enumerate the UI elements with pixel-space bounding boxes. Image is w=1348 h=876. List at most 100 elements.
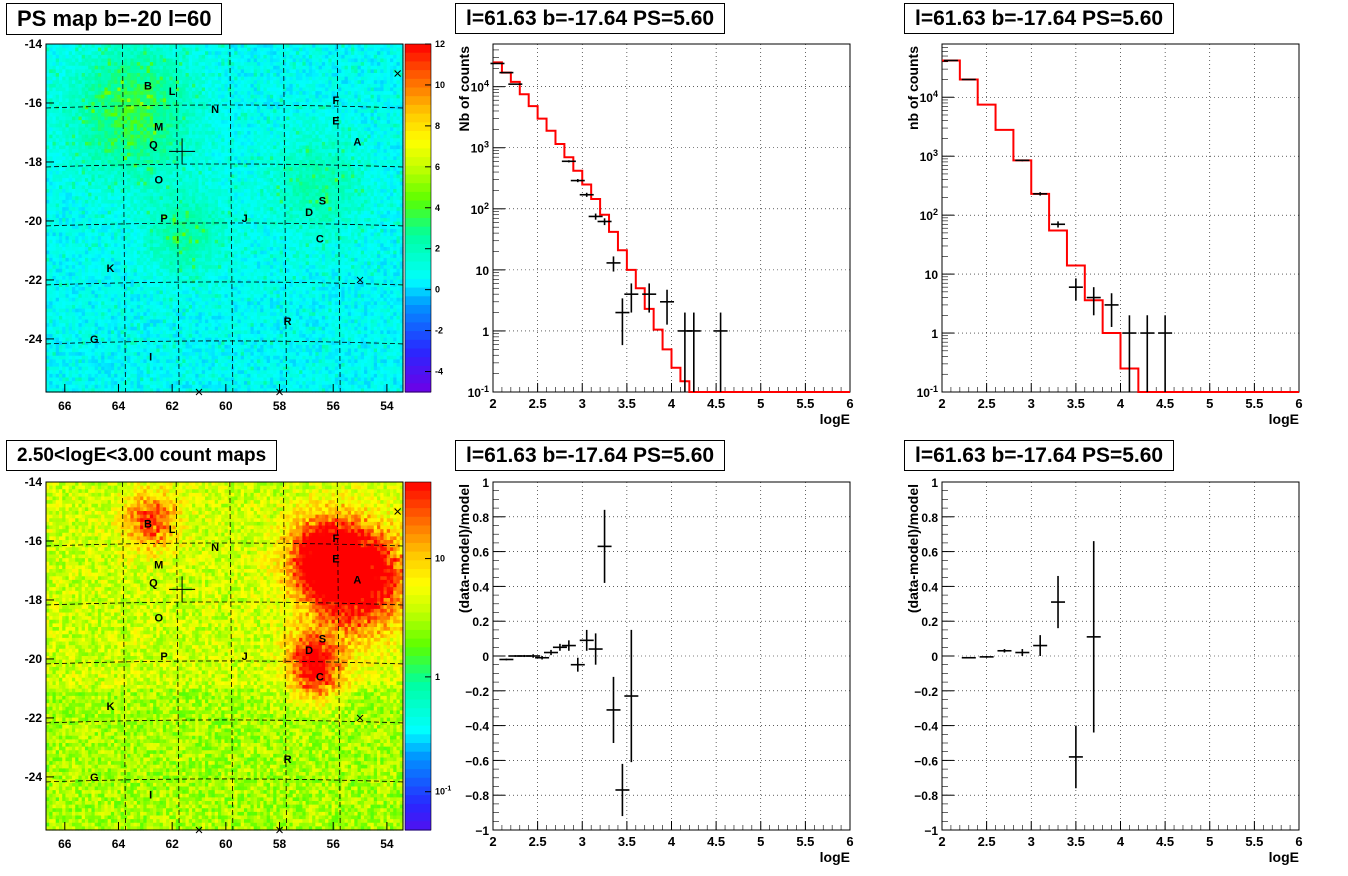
ps_map-ytick-label: -24 (25, 332, 43, 346)
res_left-ytick-label: −0.6 (465, 754, 489, 768)
count_map-grid-meridian (283, 481, 287, 831)
res_right-ytick-label: 0.6 (921, 546, 938, 560)
res_left-ytick-label: −1 (475, 824, 489, 838)
count_map-source-label: F (333, 533, 340, 545)
ps_map-source-label: M (154, 122, 163, 134)
res_right-xtick-label: 4 (1117, 834, 1125, 849)
ps_map-ytick-label: -22 (25, 273, 43, 287)
res_right-ytick-label: −1 (924, 824, 938, 838)
res_right-ytick-label: −0.2 (914, 685, 938, 699)
ps_map-frame (45, 43, 404, 393)
ps_map-source-label: Q (149, 139, 158, 151)
res_right-ytick-label: 0.8 (921, 511, 938, 525)
spec_left-ytick-label: 10-1 (468, 384, 489, 400)
ps_map-ytick-label: -18 (25, 155, 43, 169)
spec_left-xlabel: logE (820, 411, 850, 427)
count_map-xtick-label: 56 (327, 837, 341, 851)
ps_map-source-label: N (211, 104, 219, 116)
count_map-marker (195, 826, 203, 834)
ps_map-source-label: C (316, 234, 324, 246)
count_map-ytick-label: -22 (25, 711, 43, 725)
spec_right-xtick-label: 6 (1295, 396, 1302, 411)
ps_map-grid-meridian (122, 43, 126, 393)
count-map-title: 2.50<logE<3.00 count maps (6, 440, 278, 471)
spec_left-xtick-label: 4.5 (707, 396, 725, 411)
res_left-ytick-label: 0 (482, 650, 489, 664)
ps_map-marker (195, 388, 203, 396)
count_map-marker (276, 826, 283, 834)
res_right-ylabel: (data-model)/model (905, 484, 921, 613)
ps-map-title: PS map b=-20 l=60 (6, 3, 223, 35)
count_map-source-label: I (149, 790, 152, 802)
count_map-source-label: E (332, 554, 339, 566)
spec_left-xtick-label: 2 (489, 396, 496, 411)
ps_map-source-label: O (154, 175, 163, 187)
count_map-ytick-label: -14 (25, 475, 43, 489)
count_map-source-label: A (353, 574, 361, 586)
count_map-colorbar (404, 481, 432, 831)
count_map-source-label: P (160, 651, 167, 663)
count_map-marker (394, 508, 401, 515)
ps_map-heatmap (46, 44, 404, 393)
ps_map-source-label: I (149, 352, 152, 364)
ps_map-xtick-label: 64 (112, 399, 126, 413)
ps_map-source-label: R (284, 316, 292, 328)
spec_right-xtick-label: 5 (1206, 396, 1213, 411)
spec_right-xtick-label: 2 (938, 396, 945, 411)
spec_right-xtick-label: 3.5 (1067, 396, 1085, 411)
spec_left-xtick-label: 3 (579, 396, 586, 411)
count_map-xtick-label: 66 (58, 837, 72, 851)
count_map-source-label: M (154, 560, 163, 572)
spec_left-ytick-label: 103 (471, 140, 489, 156)
spec_right-xtick-label: 4 (1117, 396, 1125, 411)
ps_map-marker (394, 70, 401, 77)
count_map-grid-meridian (229, 481, 234, 831)
ps_map-source-label: G (90, 334, 99, 346)
count_map-ytick-label: -16 (25, 534, 43, 548)
count_map-ytick-label: -24 (25, 770, 43, 784)
res_left-xtick-label: 4 (668, 834, 676, 849)
residual-right-title: l=61.63 b=-17.64 PS=5.60 (904, 440, 1175, 471)
spec_left-xtick-label: 2.5 (529, 396, 547, 411)
ps_map-xtick-label: 58 (273, 399, 287, 413)
ps_map-colorbar-label: 12 (435, 39, 445, 49)
ps_map-xtick-label: 54 (380, 399, 394, 413)
res_right-frame (941, 481, 1300, 831)
count_map-source-label: O (154, 613, 163, 625)
ps_map-colorbar-label: 6 (435, 162, 440, 172)
res_right-ytick-label: 0.4 (921, 580, 938, 594)
count_map-source-label: J (242, 651, 248, 663)
spec_left-ytick-label: 102 (471, 201, 489, 217)
res_right-ytick-label: −0.4 (914, 720, 938, 734)
res_right-xtick-label: 5 (1206, 834, 1213, 849)
count_map-colorbar-label: 10 (435, 554, 445, 564)
ps_map-source-label: J (242, 213, 248, 225)
ps_map-colorbar-label: -4 (435, 367, 443, 377)
spec_left-xtick-label: 4 (668, 396, 676, 411)
ps_map-marker (356, 276, 364, 284)
res_right-ytick-label: 0.2 (921, 615, 938, 629)
ps_map-grid-parallel (45, 222, 404, 227)
count_map-heatmap (46, 482, 404, 831)
ps_map-colorbar-label: 8 (435, 121, 440, 131)
ps_map-colorbar-label: -2 (435, 326, 443, 336)
res_right-xlabel: logE (1269, 849, 1299, 865)
ps_map-grid-meridian (175, 43, 180, 393)
spec_right-xtick-label: 2.5 (978, 396, 996, 411)
spec_right-ytick-label: 102 (920, 207, 938, 223)
spec_right-ytick-label: 10 (925, 268, 939, 282)
res_right-xtick-label: 3.5 (1067, 834, 1085, 849)
ps_map-source-label: K (106, 263, 114, 275)
spec_left-ytick-label: 10 (476, 264, 490, 278)
count_map-source-label: B (144, 518, 152, 530)
ps_map-xtick-label: 56 (327, 399, 341, 413)
count_map-source-label: D (305, 645, 313, 657)
res_left-ylabel: (data-model)/model (456, 484, 472, 613)
ps_map-ytick-label: -14 (25, 37, 43, 51)
ps_map-source-label: P (160, 213, 167, 225)
count_map-grid-parallel (45, 542, 404, 547)
spec_right-xtick-label: 3 (1028, 396, 1035, 411)
res_left-xtick-label: 3.5 (618, 834, 636, 849)
count_map-frame (45, 481, 404, 831)
spec_left-ytick-label: 104 (471, 79, 489, 95)
